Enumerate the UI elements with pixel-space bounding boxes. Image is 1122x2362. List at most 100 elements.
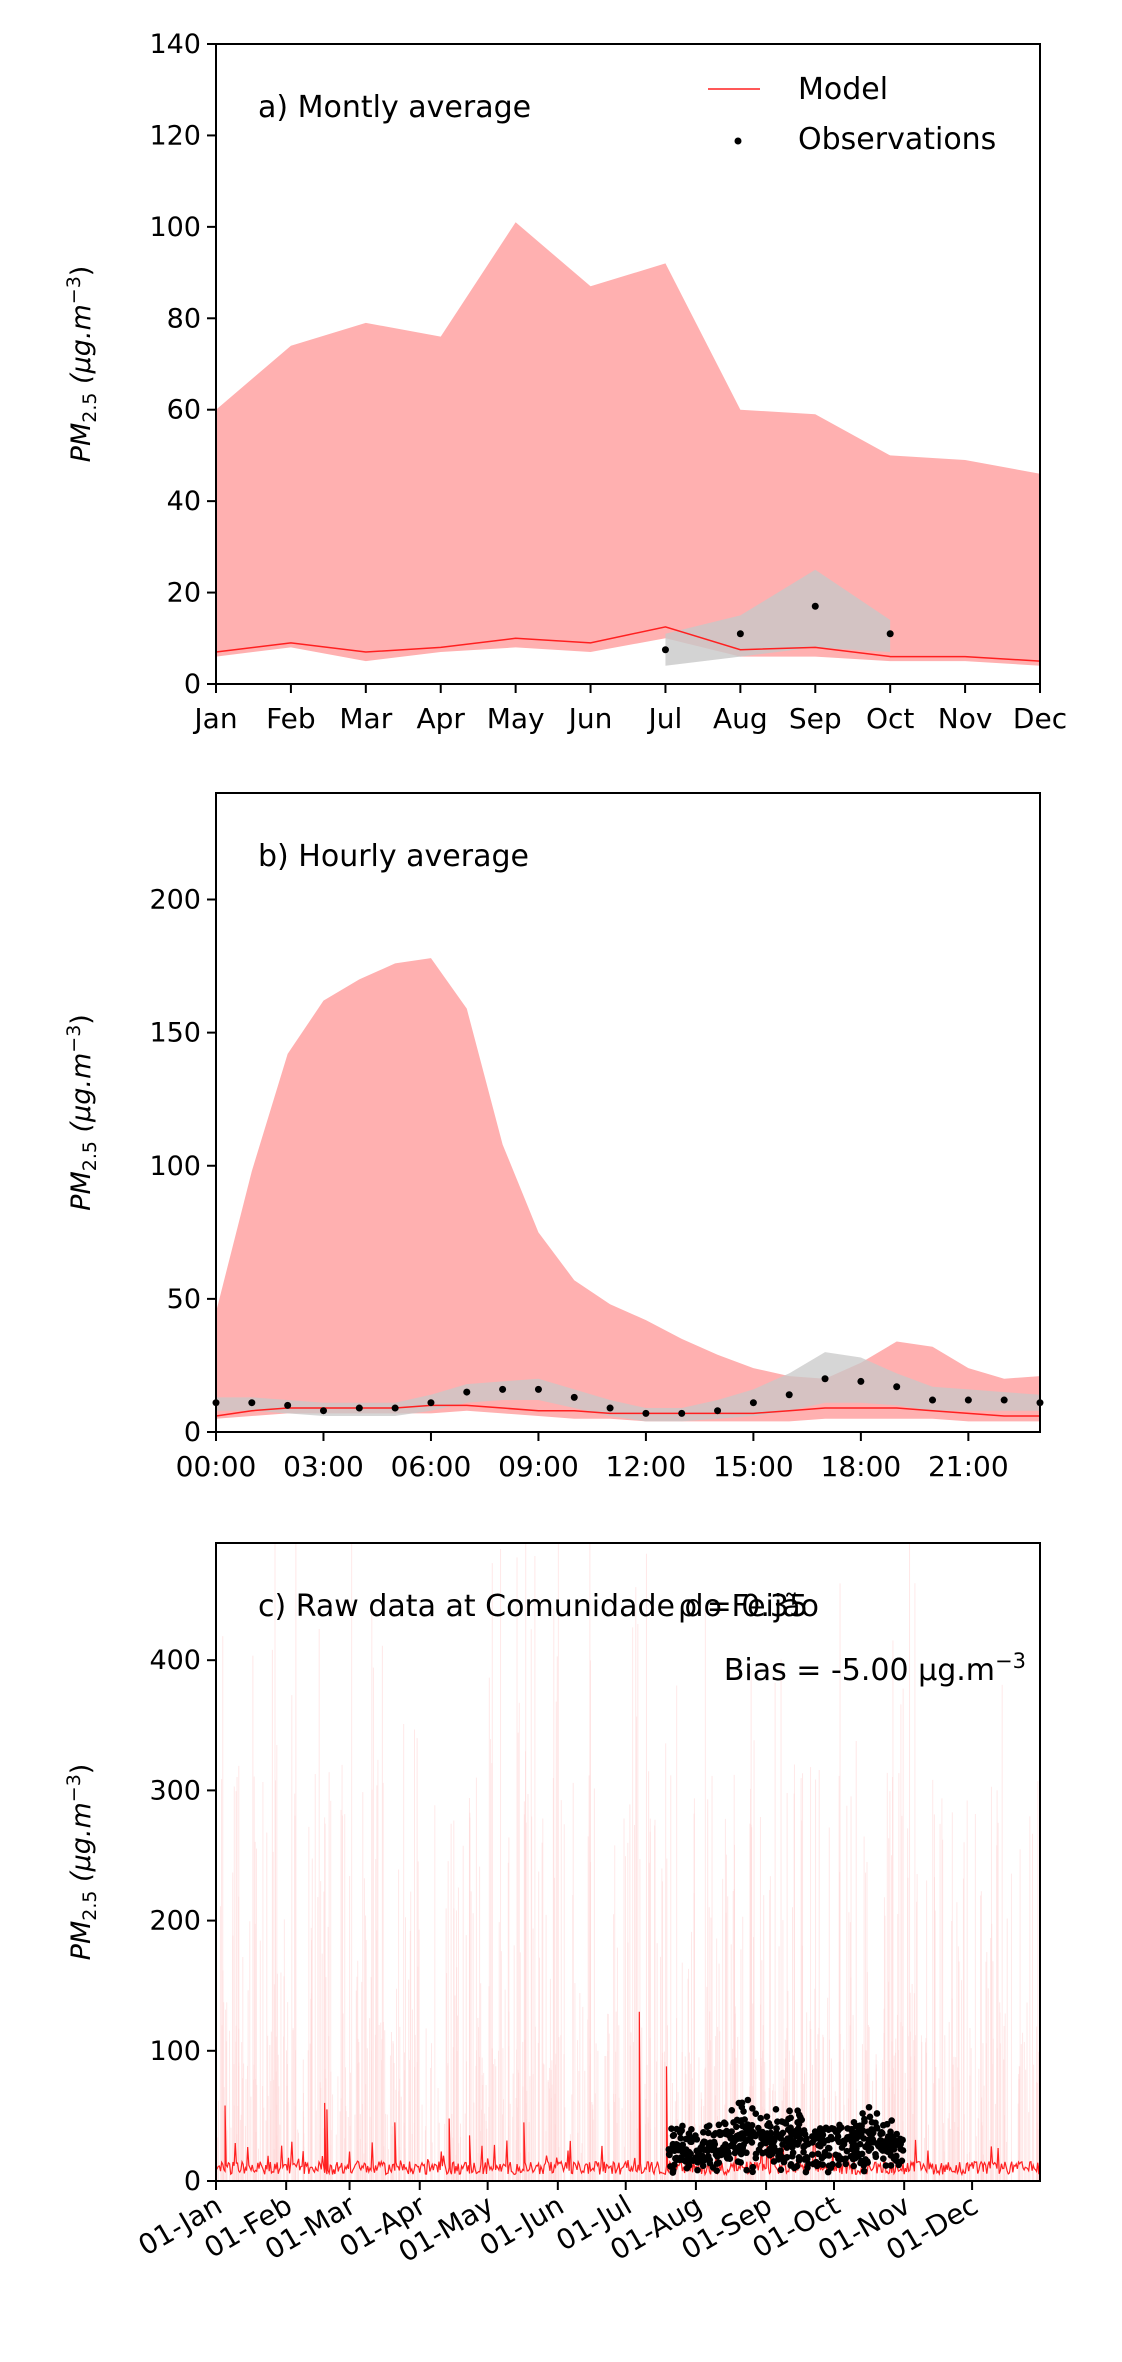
observation-point bbox=[752, 2150, 760, 2158]
bias-label: Bias = -5.00 μg.m−3 bbox=[724, 1649, 1026, 1688]
observation-point bbox=[890, 2155, 898, 2162]
y-tick-label: 0 bbox=[184, 1417, 201, 1448]
observation-point bbox=[739, 2130, 746, 2137]
observation-point bbox=[427, 1399, 435, 1407]
observation-point bbox=[801, 2130, 809, 2138]
observation-point bbox=[840, 2140, 848, 2148]
observation-point bbox=[534, 1385, 542, 1393]
observation-point bbox=[827, 2164, 835, 2172]
observation-point bbox=[728, 2128, 735, 2135]
observation-point bbox=[825, 2126, 832, 2133]
observation-point bbox=[674, 2146, 682, 2154]
observation-point bbox=[835, 2138, 843, 2146]
observation-point bbox=[787, 2129, 795, 2137]
observation-point bbox=[786, 2107, 793, 2115]
x-tick-label: Aug bbox=[713, 702, 768, 735]
observation-point bbox=[866, 2113, 874, 2121]
y-tick-label: 0 bbox=[184, 669, 201, 700]
observation-point bbox=[319, 1407, 327, 1415]
observation-point bbox=[830, 2125, 837, 2133]
observation-point bbox=[880, 2155, 887, 2163]
x-tick-label: May bbox=[487, 702, 545, 735]
observation-point bbox=[642, 1409, 650, 1417]
observation-point bbox=[706, 2139, 714, 2146]
plot-frame bbox=[215, 1542, 1041, 2182]
observation-point bbox=[248, 1399, 256, 1407]
raw-data-layer bbox=[216, 1543, 1040, 2181]
y-tick-label: 20 bbox=[167, 578, 201, 609]
observation-point bbox=[861, 2118, 868, 2125]
observation-point bbox=[821, 1375, 829, 1383]
observation-point bbox=[499, 1385, 507, 1393]
observation-point bbox=[859, 2110, 866, 2117]
observation-point bbox=[809, 2160, 817, 2168]
x-tick-label: Jul bbox=[647, 702, 683, 735]
y-tick-label: 50 bbox=[167, 1284, 201, 1315]
observation-point bbox=[752, 2110, 760, 2117]
observation-point bbox=[763, 2113, 771, 2120]
observation-point bbox=[785, 1391, 793, 1399]
y-tick-label: 100 bbox=[149, 212, 201, 243]
observation-point bbox=[770, 2158, 778, 2165]
x-tick-label: Sep bbox=[789, 702, 842, 735]
observation-point bbox=[897, 2135, 904, 2143]
observation-point bbox=[728, 2107, 736, 2114]
observation-point bbox=[704, 2152, 712, 2160]
observation-point bbox=[749, 2163, 757, 2171]
model-line bbox=[216, 2011, 1040, 2177]
observation-point bbox=[606, 1404, 614, 1412]
observation-point bbox=[848, 2127, 855, 2134]
y-tick-label: 40 bbox=[167, 486, 201, 517]
observation-point bbox=[897, 2145, 904, 2153]
observation-point bbox=[670, 2141, 678, 2148]
observation-point bbox=[816, 2160, 824, 2168]
observation-point bbox=[709, 2164, 717, 2171]
observation-point bbox=[748, 2127, 756, 2135]
observation-point bbox=[710, 2131, 717, 2139]
x-tick-label: 12:00 bbox=[606, 1450, 687, 1483]
x-tick-label: 18:00 bbox=[821, 1450, 902, 1483]
observation-point bbox=[880, 2121, 887, 2129]
plot-frame bbox=[215, 43, 1041, 685]
observation-point bbox=[808, 2151, 816, 2158]
y-tick-label: 120 bbox=[149, 120, 201, 151]
y-axis-label: PM2.5 (μg.m−3) bbox=[63, 1014, 101, 1211]
observation-point bbox=[791, 2164, 798, 2172]
observation-point bbox=[669, 2132, 677, 2140]
observation-point bbox=[781, 2155, 789, 2162]
model-line bbox=[215, 1404, 1040, 1417]
observation-point bbox=[676, 2156, 683, 2164]
observation-point bbox=[700, 2156, 708, 2164]
observation-point bbox=[887, 2162, 895, 2169]
observation-point bbox=[668, 2125, 675, 2132]
y-tick-label: 100 bbox=[149, 1151, 201, 1182]
y-tick-label: 100 bbox=[149, 2036, 201, 2067]
observation-point bbox=[744, 2136, 752, 2144]
observation-point bbox=[832, 2151, 840, 2159]
observations-band bbox=[216, 1352, 1040, 1422]
observation-point bbox=[712, 2151, 720, 2158]
observation-point bbox=[738, 2099, 746, 2107]
observation-point bbox=[817, 2137, 824, 2145]
observation-point bbox=[670, 2161, 678, 2169]
legend-model-label: Model bbox=[798, 72, 888, 107]
observation-point bbox=[743, 2166, 750, 2174]
observation-point bbox=[872, 2153, 880, 2161]
observation-point bbox=[717, 2151, 725, 2159]
observation-point bbox=[687, 2150, 694, 2158]
observation-point bbox=[737, 2159, 744, 2166]
observation-point bbox=[878, 2142, 886, 2150]
observation-point bbox=[757, 2141, 765, 2149]
observation-point bbox=[683, 2164, 691, 2172]
observation-point bbox=[775, 2133, 783, 2140]
observation-point bbox=[873, 2123, 881, 2131]
observation-point bbox=[810, 2136, 818, 2144]
observation-point bbox=[856, 2140, 864, 2148]
legend: Model Observations bbox=[708, 72, 996, 157]
y-tick-label: 80 bbox=[167, 303, 201, 334]
observation-point bbox=[694, 2166, 701, 2174]
observation-point bbox=[841, 2156, 848, 2163]
observation-point bbox=[780, 2119, 788, 2126]
